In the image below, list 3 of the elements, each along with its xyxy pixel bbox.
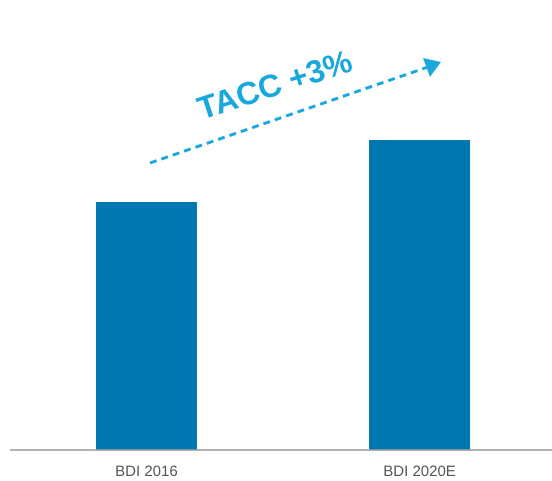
- x-tick-label: BDI 2020E: [383, 463, 456, 480]
- x-tick-label: BDI 2016: [115, 463, 178, 480]
- text: TACC +3%: [192, 42, 356, 126]
